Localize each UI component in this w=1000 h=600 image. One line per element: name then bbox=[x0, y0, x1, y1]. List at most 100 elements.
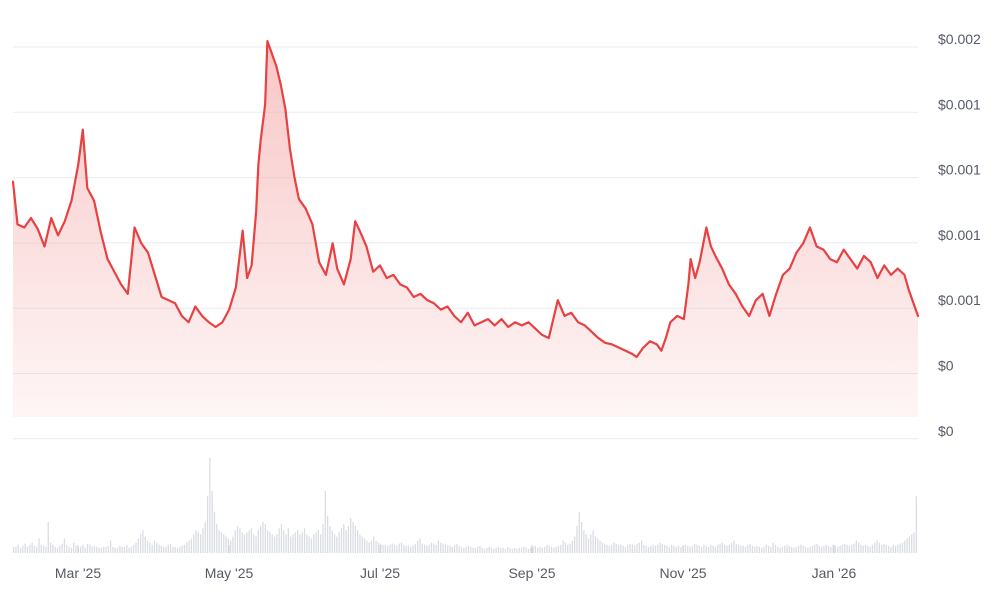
volume-bar bbox=[403, 544, 405, 553]
volume-bar bbox=[580, 522, 583, 553]
volume-bar bbox=[560, 544, 562, 553]
volume-bar bbox=[400, 542, 403, 553]
volume-bar bbox=[816, 543, 818, 553]
volume-bar bbox=[320, 534, 322, 553]
volume-bar bbox=[894, 545, 897, 553]
volume-bar bbox=[779, 547, 781, 553]
volume-bar bbox=[322, 524, 324, 553]
volume-bar bbox=[643, 544, 645, 553]
volume-bar bbox=[200, 534, 202, 553]
volume-bar bbox=[109, 540, 112, 553]
volume-bar bbox=[774, 544, 777, 553]
volume-bar bbox=[617, 544, 620, 553]
y-tick-label: $0.002 bbox=[938, 31, 981, 47]
volume-bar bbox=[786, 544, 788, 553]
volume-bar bbox=[638, 542, 640, 553]
volume-bar bbox=[680, 546, 682, 553]
x-tick-label: Mar '25 bbox=[55, 565, 101, 581]
volume-bar bbox=[534, 545, 537, 553]
volume-bar bbox=[329, 526, 331, 553]
volume-bar bbox=[269, 532, 271, 553]
volume-bar bbox=[465, 546, 467, 553]
volume-bar bbox=[564, 542, 567, 553]
volume-bar bbox=[396, 545, 398, 553]
volume-bars bbox=[13, 458, 917, 553]
volume-bar bbox=[627, 544, 629, 553]
volume-bar bbox=[710, 544, 712, 553]
volume-bar bbox=[278, 528, 280, 553]
volume-bar bbox=[447, 545, 449, 553]
volume-bar bbox=[287, 528, 289, 553]
volume-bar bbox=[361, 536, 363, 553]
volume-bar bbox=[537, 547, 539, 553]
volume-bar bbox=[49, 542, 52, 553]
volume-bar bbox=[123, 546, 126, 553]
volume-bar bbox=[13, 546, 15, 553]
volume-bar bbox=[384, 544, 386, 553]
volume-bar bbox=[211, 491, 213, 553]
volume-bar bbox=[906, 538, 908, 553]
volume-bar bbox=[458, 545, 460, 553]
volume-bar bbox=[163, 546, 165, 553]
volume-bar bbox=[585, 534, 587, 553]
volume-bar bbox=[507, 546, 509, 553]
volume-bar bbox=[59, 545, 61, 553]
volume-bar bbox=[841, 544, 844, 553]
volume-bar bbox=[419, 538, 421, 553]
volume-bar bbox=[262, 522, 264, 553]
y-axis: $0.002 $0.001 $0.001 $0.001 $0.001 $0 $0 bbox=[938, 31, 981, 439]
volume-bar bbox=[73, 542, 75, 553]
volume-bar bbox=[744, 546, 747, 553]
volume-bar bbox=[668, 546, 670, 553]
volume-bar bbox=[555, 546, 557, 553]
volume-bar bbox=[550, 546, 553, 553]
volume-bar bbox=[848, 545, 851, 553]
volume-bar bbox=[821, 546, 823, 553]
volume-bar bbox=[726, 545, 728, 553]
volume-bar bbox=[407, 545, 410, 553]
volume-bar bbox=[285, 534, 287, 553]
volume-bar bbox=[689, 546, 691, 553]
volume-bar bbox=[56, 547, 59, 553]
volume-bar bbox=[770, 546, 772, 553]
volume-bar bbox=[340, 528, 343, 553]
volume-bar bbox=[814, 544, 816, 553]
volume-bar bbox=[61, 543, 63, 553]
volume-bar bbox=[530, 547, 532, 553]
volume-bar bbox=[301, 532, 303, 553]
volume-bar bbox=[79, 546, 82, 553]
x-tick-label: Nov '25 bbox=[659, 565, 706, 581]
volume-bar bbox=[218, 530, 220, 553]
volume-bar bbox=[26, 546, 29, 553]
volume-bar bbox=[795, 546, 797, 553]
volume-bar bbox=[257, 530, 259, 553]
volume-bar bbox=[883, 543, 885, 553]
volume-bar bbox=[700, 546, 703, 553]
volume-bar bbox=[292, 534, 294, 553]
volume-bar bbox=[167, 544, 169, 553]
volume-bar bbox=[213, 511, 216, 553]
volume-bar bbox=[467, 545, 470, 553]
volume-bar bbox=[209, 458, 211, 553]
volume-bar bbox=[474, 547, 476, 553]
volume-bar bbox=[75, 545, 77, 553]
volume-bar bbox=[809, 546, 811, 553]
volume-bar bbox=[807, 547, 809, 553]
volume-bar bbox=[477, 546, 479, 553]
y-tick-label: $0 bbox=[938, 423, 954, 439]
volume-bar bbox=[33, 545, 36, 553]
volume-bar bbox=[356, 530, 359, 553]
volume-bar bbox=[601, 542, 603, 553]
volume-bar bbox=[881, 544, 883, 553]
volume-bar bbox=[24, 543, 26, 553]
volume-bar bbox=[901, 542, 904, 553]
volume-bar bbox=[527, 548, 530, 553]
volume-bar bbox=[146, 540, 149, 553]
volume-bar bbox=[571, 540, 573, 553]
volume-bar bbox=[137, 538, 139, 553]
volume-bar bbox=[751, 545, 754, 553]
volume-bar bbox=[481, 547, 483, 553]
volume-bar bbox=[428, 544, 430, 553]
volume-bar bbox=[583, 530, 585, 553]
volume-bar bbox=[373, 536, 375, 553]
